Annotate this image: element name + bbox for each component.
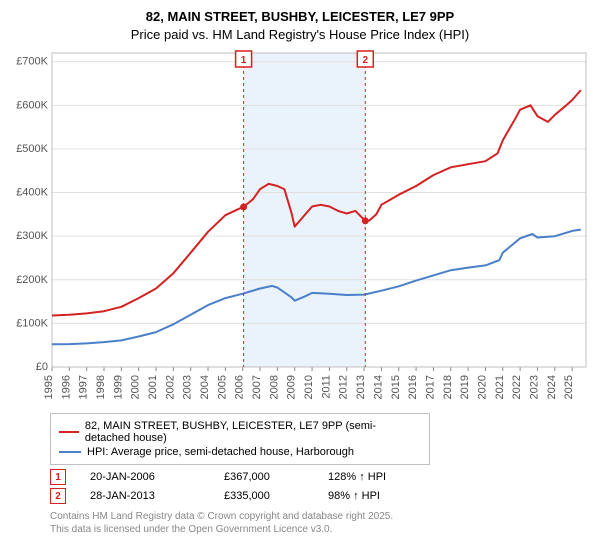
- svg-text:£100K: £100K: [16, 317, 48, 329]
- svg-text:2004: 2004: [199, 375, 211, 399]
- event-row: 2 28-JAN-2013 £335,000 98% ↑ HPI: [50, 488, 590, 504]
- svg-text:2018: 2018: [442, 375, 454, 399]
- footer-line: Contains HM Land Registry data © Crown c…: [50, 510, 590, 523]
- legend-label: 82, MAIN STREET, BUSHBY, LEICESTER, LE7 …: [85, 420, 421, 444]
- event-badge: 1: [50, 469, 66, 485]
- chart-title: 82, MAIN STREET, BUSHBY, LEICESTER, LE7 …: [10, 8, 590, 26]
- svg-text:£600K: £600K: [16, 99, 48, 111]
- svg-text:2016: 2016: [407, 375, 419, 399]
- event-list: 1 20-JAN-2006 £367,000 128% ↑ HPI 2 28-JAN-20…: [50, 469, 590, 504]
- svg-text:£500K: £500K: [16, 143, 48, 155]
- legend-item: 82, MAIN STREET, BUSHBY, LEICESTER, LE7 …: [59, 420, 421, 444]
- svg-text:2011: 2011: [320, 375, 332, 399]
- svg-text:£200K: £200K: [16, 274, 48, 286]
- event-date: 20-JAN-2006: [90, 471, 200, 483]
- chart-subtitle: Price paid vs. HM Land Registry's House …: [10, 26, 590, 44]
- svg-text:2025: 2025: [563, 375, 575, 399]
- svg-text:2009: 2009: [286, 375, 298, 399]
- svg-text:2000: 2000: [130, 375, 142, 399]
- event-pct: 98% ↑ HPI: [328, 490, 428, 502]
- svg-text:2022: 2022: [511, 375, 523, 399]
- legend-item: HPI: Average price, semi-detached house,…: [59, 446, 421, 458]
- svg-text:2020: 2020: [476, 375, 488, 399]
- svg-text:1998: 1998: [95, 375, 107, 399]
- event-pct: 128% ↑ HPI: [328, 471, 428, 483]
- svg-text:2023: 2023: [528, 375, 540, 399]
- svg-text:2: 2: [363, 55, 369, 66]
- svg-text:£700K: £700K: [16, 56, 48, 68]
- svg-text:2006: 2006: [234, 375, 246, 399]
- svg-text:2001: 2001: [147, 375, 159, 399]
- chart-area: £0 £100K £200K £300K £400K £500K £600K £700K 199…: [10, 47, 590, 407]
- line-chart: £0 £100K £200K £300K £400K £500K £600K £700K 199…: [10, 47, 590, 407]
- event-row: 1 20-JAN-2006 £367,000 128% ↑ HPI: [50, 469, 590, 485]
- svg-text:2010: 2010: [303, 375, 315, 399]
- legend-swatch: [59, 431, 79, 433]
- svg-text:2024: 2024: [546, 375, 558, 399]
- svg-text:2021: 2021: [494, 375, 506, 399]
- svg-text:2003: 2003: [182, 375, 194, 399]
- legend-label: HPI: Average price, semi-detached house,…: [87, 446, 354, 458]
- event-badge: 2: [50, 488, 66, 504]
- svg-text:1997: 1997: [78, 375, 90, 399]
- svg-text:2015: 2015: [390, 375, 402, 399]
- svg-text:1996: 1996: [60, 375, 72, 399]
- svg-text:2008: 2008: [268, 375, 280, 399]
- svg-text:1999: 1999: [112, 375, 124, 399]
- svg-text:2012: 2012: [338, 375, 350, 399]
- svg-text:1: 1: [241, 55, 247, 66]
- svg-text:2014: 2014: [372, 375, 384, 399]
- legend-swatch: [59, 451, 81, 453]
- svg-text:1995: 1995: [43, 375, 55, 399]
- footer-attribution: Contains HM Land Registry data © Crown c…: [50, 510, 590, 536]
- footer-line: This data is licensed under the Open Gov…: [50, 523, 590, 536]
- svg-text:2007: 2007: [251, 375, 263, 399]
- legend: 82, MAIN STREET, BUSHBY, LEICESTER, LE7 …: [50, 413, 430, 465]
- svg-text:2017: 2017: [424, 375, 436, 399]
- svg-text:£0: £0: [36, 361, 48, 373]
- svg-text:2002: 2002: [164, 375, 176, 399]
- svg-text:£300K: £300K: [16, 230, 48, 242]
- event-price: £335,000: [224, 490, 304, 502]
- chart-title-block: 82, MAIN STREET, BUSHBY, LEICESTER, LE7 …: [10, 8, 590, 43]
- event-date: 28-JAN-2013: [90, 490, 200, 502]
- svg-text:2013: 2013: [355, 375, 367, 399]
- svg-text:2005: 2005: [216, 375, 228, 399]
- svg-text:£400K: £400K: [16, 187, 48, 199]
- svg-text:2019: 2019: [459, 375, 471, 399]
- event-price: £367,000: [224, 471, 304, 483]
